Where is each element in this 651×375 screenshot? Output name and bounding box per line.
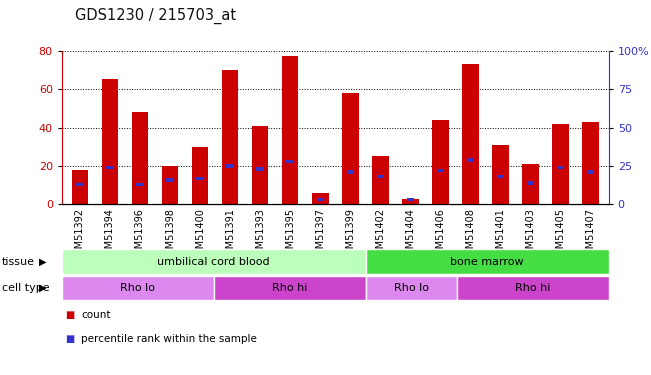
Bar [587, 170, 594, 174]
Text: GSM51405: GSM51405 [555, 208, 566, 261]
Text: bone marrow: bone marrow [450, 256, 524, 267]
Bar [497, 175, 505, 178]
Bar [467, 158, 474, 162]
Bar [227, 164, 234, 168]
Bar [132, 112, 148, 204]
Bar [256, 167, 264, 171]
Text: GSM51406: GSM51406 [436, 208, 445, 261]
Bar [282, 56, 298, 204]
Bar [492, 145, 509, 204]
Bar [161, 166, 178, 204]
Bar [252, 126, 268, 204]
Text: percentile rank within the sample: percentile rank within the sample [81, 334, 257, 344]
Text: GSM51408: GSM51408 [465, 208, 475, 261]
Bar [342, 93, 359, 204]
Text: GSM51400: GSM51400 [195, 208, 205, 261]
Text: GSM51407: GSM51407 [586, 208, 596, 261]
Bar [457, 276, 609, 300]
Bar [316, 198, 324, 201]
Text: GSM51402: GSM51402 [376, 208, 385, 261]
Bar [197, 177, 204, 180]
Text: GSM51399: GSM51399 [345, 208, 355, 261]
Text: tissue: tissue [2, 256, 35, 267]
Text: GSM51393: GSM51393 [255, 208, 265, 261]
Text: GSM51396: GSM51396 [135, 208, 145, 261]
Text: Rho hi: Rho hi [515, 283, 551, 293]
Bar [366, 276, 457, 300]
Bar [552, 124, 569, 204]
Bar [62, 249, 366, 274]
Bar [106, 166, 114, 169]
Bar [402, 199, 419, 204]
Bar [62, 276, 214, 300]
Text: GSM51391: GSM51391 [225, 208, 235, 261]
Bar [136, 183, 144, 186]
Bar [312, 193, 329, 204]
Text: Rho hi: Rho hi [272, 283, 307, 293]
Text: GSM51398: GSM51398 [165, 208, 175, 261]
Text: GSM51394: GSM51394 [105, 208, 115, 261]
Bar [366, 249, 609, 274]
Text: GSM51404: GSM51404 [406, 208, 415, 261]
Text: ■: ■ [65, 310, 74, 320]
Text: GSM51403: GSM51403 [525, 208, 536, 261]
Text: count: count [81, 310, 111, 320]
Text: cell type: cell type [2, 283, 49, 293]
Text: GSM51401: GSM51401 [495, 208, 506, 261]
Text: GDS1230 / 215703_at: GDS1230 / 215703_at [75, 8, 236, 24]
Text: ■: ■ [65, 334, 74, 344]
Bar [192, 147, 208, 204]
Text: ▶: ▶ [38, 256, 46, 267]
Bar [76, 183, 83, 186]
Bar [372, 156, 389, 204]
Bar [222, 70, 238, 204]
Bar [214, 276, 366, 300]
Bar [102, 80, 118, 204]
Text: Rho lo: Rho lo [394, 283, 429, 293]
Text: GSM51397: GSM51397 [315, 208, 326, 261]
Text: Rho lo: Rho lo [120, 283, 156, 293]
Bar [346, 170, 354, 174]
Bar [583, 122, 599, 204]
Bar [166, 178, 174, 182]
Bar [286, 160, 294, 163]
Bar [557, 166, 564, 169]
Bar [527, 181, 534, 184]
Bar [522, 164, 539, 204]
Text: umbilical cord blood: umbilical cord blood [158, 256, 270, 267]
Bar [72, 170, 88, 204]
Bar [462, 64, 478, 204]
Text: GSM51395: GSM51395 [285, 208, 295, 261]
Text: GSM51392: GSM51392 [75, 208, 85, 261]
Bar [437, 169, 444, 172]
Bar [432, 120, 449, 204]
Text: ▶: ▶ [38, 283, 46, 293]
Bar [377, 175, 384, 178]
Bar [407, 198, 414, 201]
